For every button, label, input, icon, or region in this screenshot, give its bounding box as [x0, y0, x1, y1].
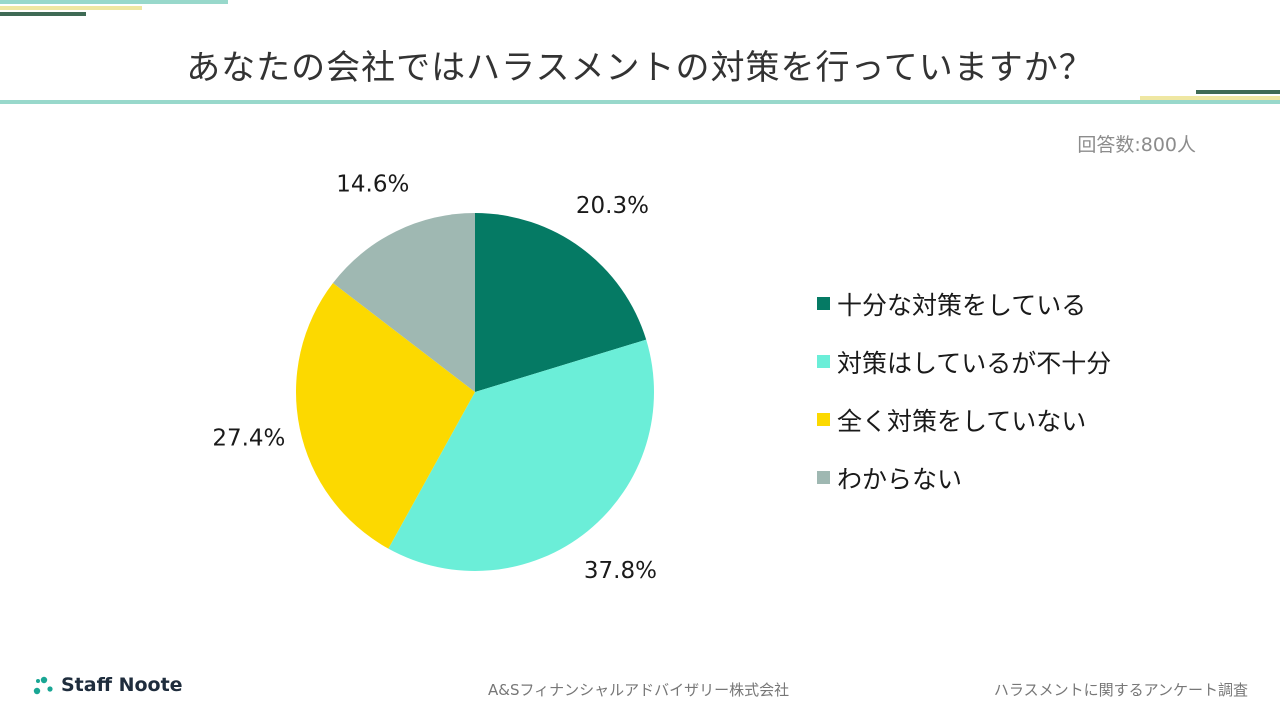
slice-value-label: 14.6% [336, 171, 409, 197]
legend-item: 全く対策をしていない [817, 398, 1111, 441]
legend-swatch [817, 471, 830, 484]
legend-label: 全く対策をしていない [837, 406, 1087, 436]
legend-label: 十分な対策をしている [837, 290, 1087, 320]
divider-strip-dark [1196, 90, 1280, 94]
title-divider [0, 100, 1280, 104]
legend-item: 対策はしているが不十分 [817, 340, 1111, 383]
header-strip-teal [0, 0, 228, 4]
legend-swatch [817, 413, 830, 426]
legend-swatch [817, 355, 830, 368]
legend-item: 十分な対策をしている [817, 282, 1111, 325]
brand-icon [33, 676, 53, 695]
brand-logo: Staff Noote [33, 674, 183, 696]
slice-value-label: 37.8% [584, 558, 657, 584]
divider-strip-yellow [1140, 96, 1280, 100]
legend-swatch [817, 297, 830, 310]
footer-survey-name: ハラスメントに関するアンケート調査 [993, 681, 1248, 699]
pie-slice [475, 213, 647, 392]
page-title: あなたの会社ではハラスメントの対策を行っていますか？ [186, 48, 1094, 88]
respondent-count: 回答数:800人 [1077, 134, 1196, 156]
slice-value-label: 27.4% [212, 426, 285, 452]
legend-item: わからない [817, 456, 1111, 499]
header-strip-dark [0, 12, 86, 16]
brand-name: Staff Noote [61, 674, 183, 696]
pie-slice [388, 339, 654, 572]
legend-label: わからない [837, 464, 963, 494]
slice-value-label: 20.3% [576, 193, 649, 219]
chart-legend: 十分な対策をしている 対策はしているが不十分 全く対策をしていない わからない [817, 282, 1111, 514]
pie-slice [332, 213, 475, 392]
footer-company: A&Sフィナンシャルアドバイザリー株式会社 [488, 681, 790, 699]
header-strip-yellow [0, 6, 142, 10]
legend-label: 対策はしているが不十分 [837, 348, 1112, 378]
pie-slice [295, 283, 475, 549]
